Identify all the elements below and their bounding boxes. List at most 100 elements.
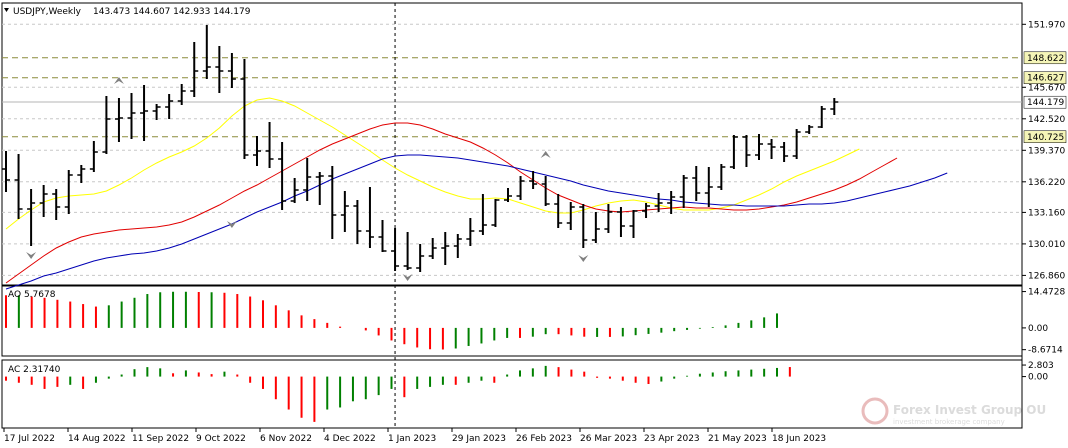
time-tick-label: 1 Jan 2023	[388, 434, 436, 444]
fractal-arrow-icon	[113, 77, 124, 84]
price-label-text: 144.179	[1027, 98, 1064, 108]
ohlc-bar	[579, 204, 588, 248]
price-label-box	[1023, 95, 1067, 109]
ohlc-bar	[441, 232, 450, 265]
watermark-text: Forex Invest Group OU	[893, 403, 1046, 417]
ohlc-bar	[566, 202, 575, 230]
ohlc-bar	[215, 46, 224, 93]
ohlc-bar	[604, 204, 613, 233]
ohlc-bar	[102, 96, 111, 154]
ohlc-bar	[629, 210, 638, 238]
ohlc-bar	[152, 104, 161, 120]
ohlc-bar	[830, 98, 839, 115]
time-tick-label: 17 Jul 2022	[4, 434, 55, 444]
ac-tick-label: 0.00	[1028, 373, 1048, 383]
time-tick-label: 11 Sep 2022	[132, 434, 189, 444]
ohlc-bar	[805, 125, 814, 134]
ohlc-bar	[340, 191, 349, 232]
time-tick-label: 14 Aug 2022	[68, 434, 126, 444]
ohlc-bar	[240, 59, 249, 159]
ohlc-bar	[504, 188, 512, 202]
price-tick-label: 151.970	[1028, 20, 1065, 30]
ohlc-bar	[253, 136, 261, 166]
price-tick-label: 133.160	[1028, 208, 1065, 218]
ohlc-bar	[353, 200, 362, 244]
ohlc-bar	[755, 134, 763, 160]
ohlc-bar	[541, 176, 550, 206]
time-tick-label: 18 Jun 2023	[772, 434, 826, 444]
ohlc-bar	[554, 194, 563, 228]
ohlc-bar	[190, 42, 199, 97]
ohlc-bar	[27, 189, 36, 246]
ohlc-bar	[2, 151, 10, 192]
watermark-subtext: investment brokerage company	[893, 418, 1005, 426]
fractal-arrow-icon	[26, 252, 37, 259]
ohlc-bar	[780, 142, 789, 162]
ohlc-bar	[177, 84, 186, 105]
price-label-box	[1023, 51, 1067, 65]
ohlc-bar	[391, 228, 400, 271]
ac-label: AC 2.31740	[8, 365, 61, 375]
ohlc-bar	[315, 172, 324, 205]
ohlc-bar	[416, 244, 425, 272]
ohlc-bar	[303, 158, 312, 201]
price-tick-label: 126.860	[1028, 271, 1065, 281]
price-label-text: 140.725	[1027, 133, 1064, 143]
ohlc-bar	[403, 232, 412, 270]
ma-slow-line	[5, 154, 948, 290]
ohlc-bar	[591, 212, 600, 243]
ohlc-bar	[704, 167, 713, 207]
ohlc-bar	[792, 129, 801, 159]
ohlc-bar	[679, 175, 688, 208]
ohlc-bar	[767, 139, 776, 159]
time-tick-label: 4 Dec 2022	[324, 434, 376, 444]
price-tick-label: 130.010	[1028, 240, 1065, 250]
ohlc-bar	[227, 53, 236, 88]
price-tick-label: 136.220	[1028, 178, 1065, 188]
ohlc-bar	[478, 194, 487, 235]
price-label-box	[1023, 130, 1067, 143]
ohlc-bar	[654, 193, 663, 212]
watermark-logo-icon	[861, 397, 889, 425]
fractal-arrow-icon	[226, 221, 237, 228]
ohlc-bar	[165, 94, 174, 119]
ohlc-bar	[667, 191, 676, 214]
ao-tick-label: 14.4728	[1028, 288, 1065, 298]
ohlc-bar	[642, 203, 651, 218]
price-label-text: 146.627	[1027, 74, 1064, 84]
ohlc-bar	[265, 122, 274, 168]
time-tick-label: 21 May 2023	[708, 434, 767, 444]
time-tick-label: 26 Feb 2023	[516, 434, 572, 444]
ohlc-bar	[453, 234, 462, 258]
time-tick-label: 23 Apr 2023	[644, 434, 700, 444]
ohlc-bar	[14, 154, 23, 219]
ohlc-bar	[64, 170, 73, 214]
time-tick-label: 29 Jan 2023	[452, 434, 506, 444]
watermark: Forex Invest Group OU investment brokera…	[861, 397, 1046, 426]
ohlc-bar	[378, 220, 387, 252]
ohlc-bar	[491, 199, 500, 227]
ohlc-bar	[742, 135, 751, 167]
ohlc-bar	[77, 165, 86, 183]
ohlc-bar	[127, 93, 136, 139]
ohlc-bar	[290, 178, 299, 203]
dropdown-triangle-icon[interactable]	[4, 8, 9, 12]
fractal-arrow-icon	[578, 255, 589, 262]
ohlc-bar	[278, 142, 287, 210]
price-label-text: 148.622	[1027, 54, 1064, 64]
ohlc-bar	[140, 85, 149, 141]
ohlc-bar	[428, 238, 437, 259]
ohlc-bar	[692, 166, 701, 201]
ohlc-bar	[516, 176, 525, 200]
ohlc-bar	[466, 218, 475, 246]
price-tick-label: 139.370	[1028, 146, 1065, 156]
chart-header: USDJPY,Weekly 143.473 144.607 142.933 14…	[4, 7, 251, 17]
ac-tick-label: 2.803	[1028, 361, 1054, 371]
price-tick-label: 142.520	[1028, 115, 1065, 125]
ohlc-bar	[202, 25, 211, 79]
ohlc-bar	[89, 141, 98, 172]
ohlc-bar	[717, 164, 726, 190]
symbol-title: USDJPY,Weekly	[13, 7, 82, 17]
ohlc-bar	[729, 135, 738, 169]
